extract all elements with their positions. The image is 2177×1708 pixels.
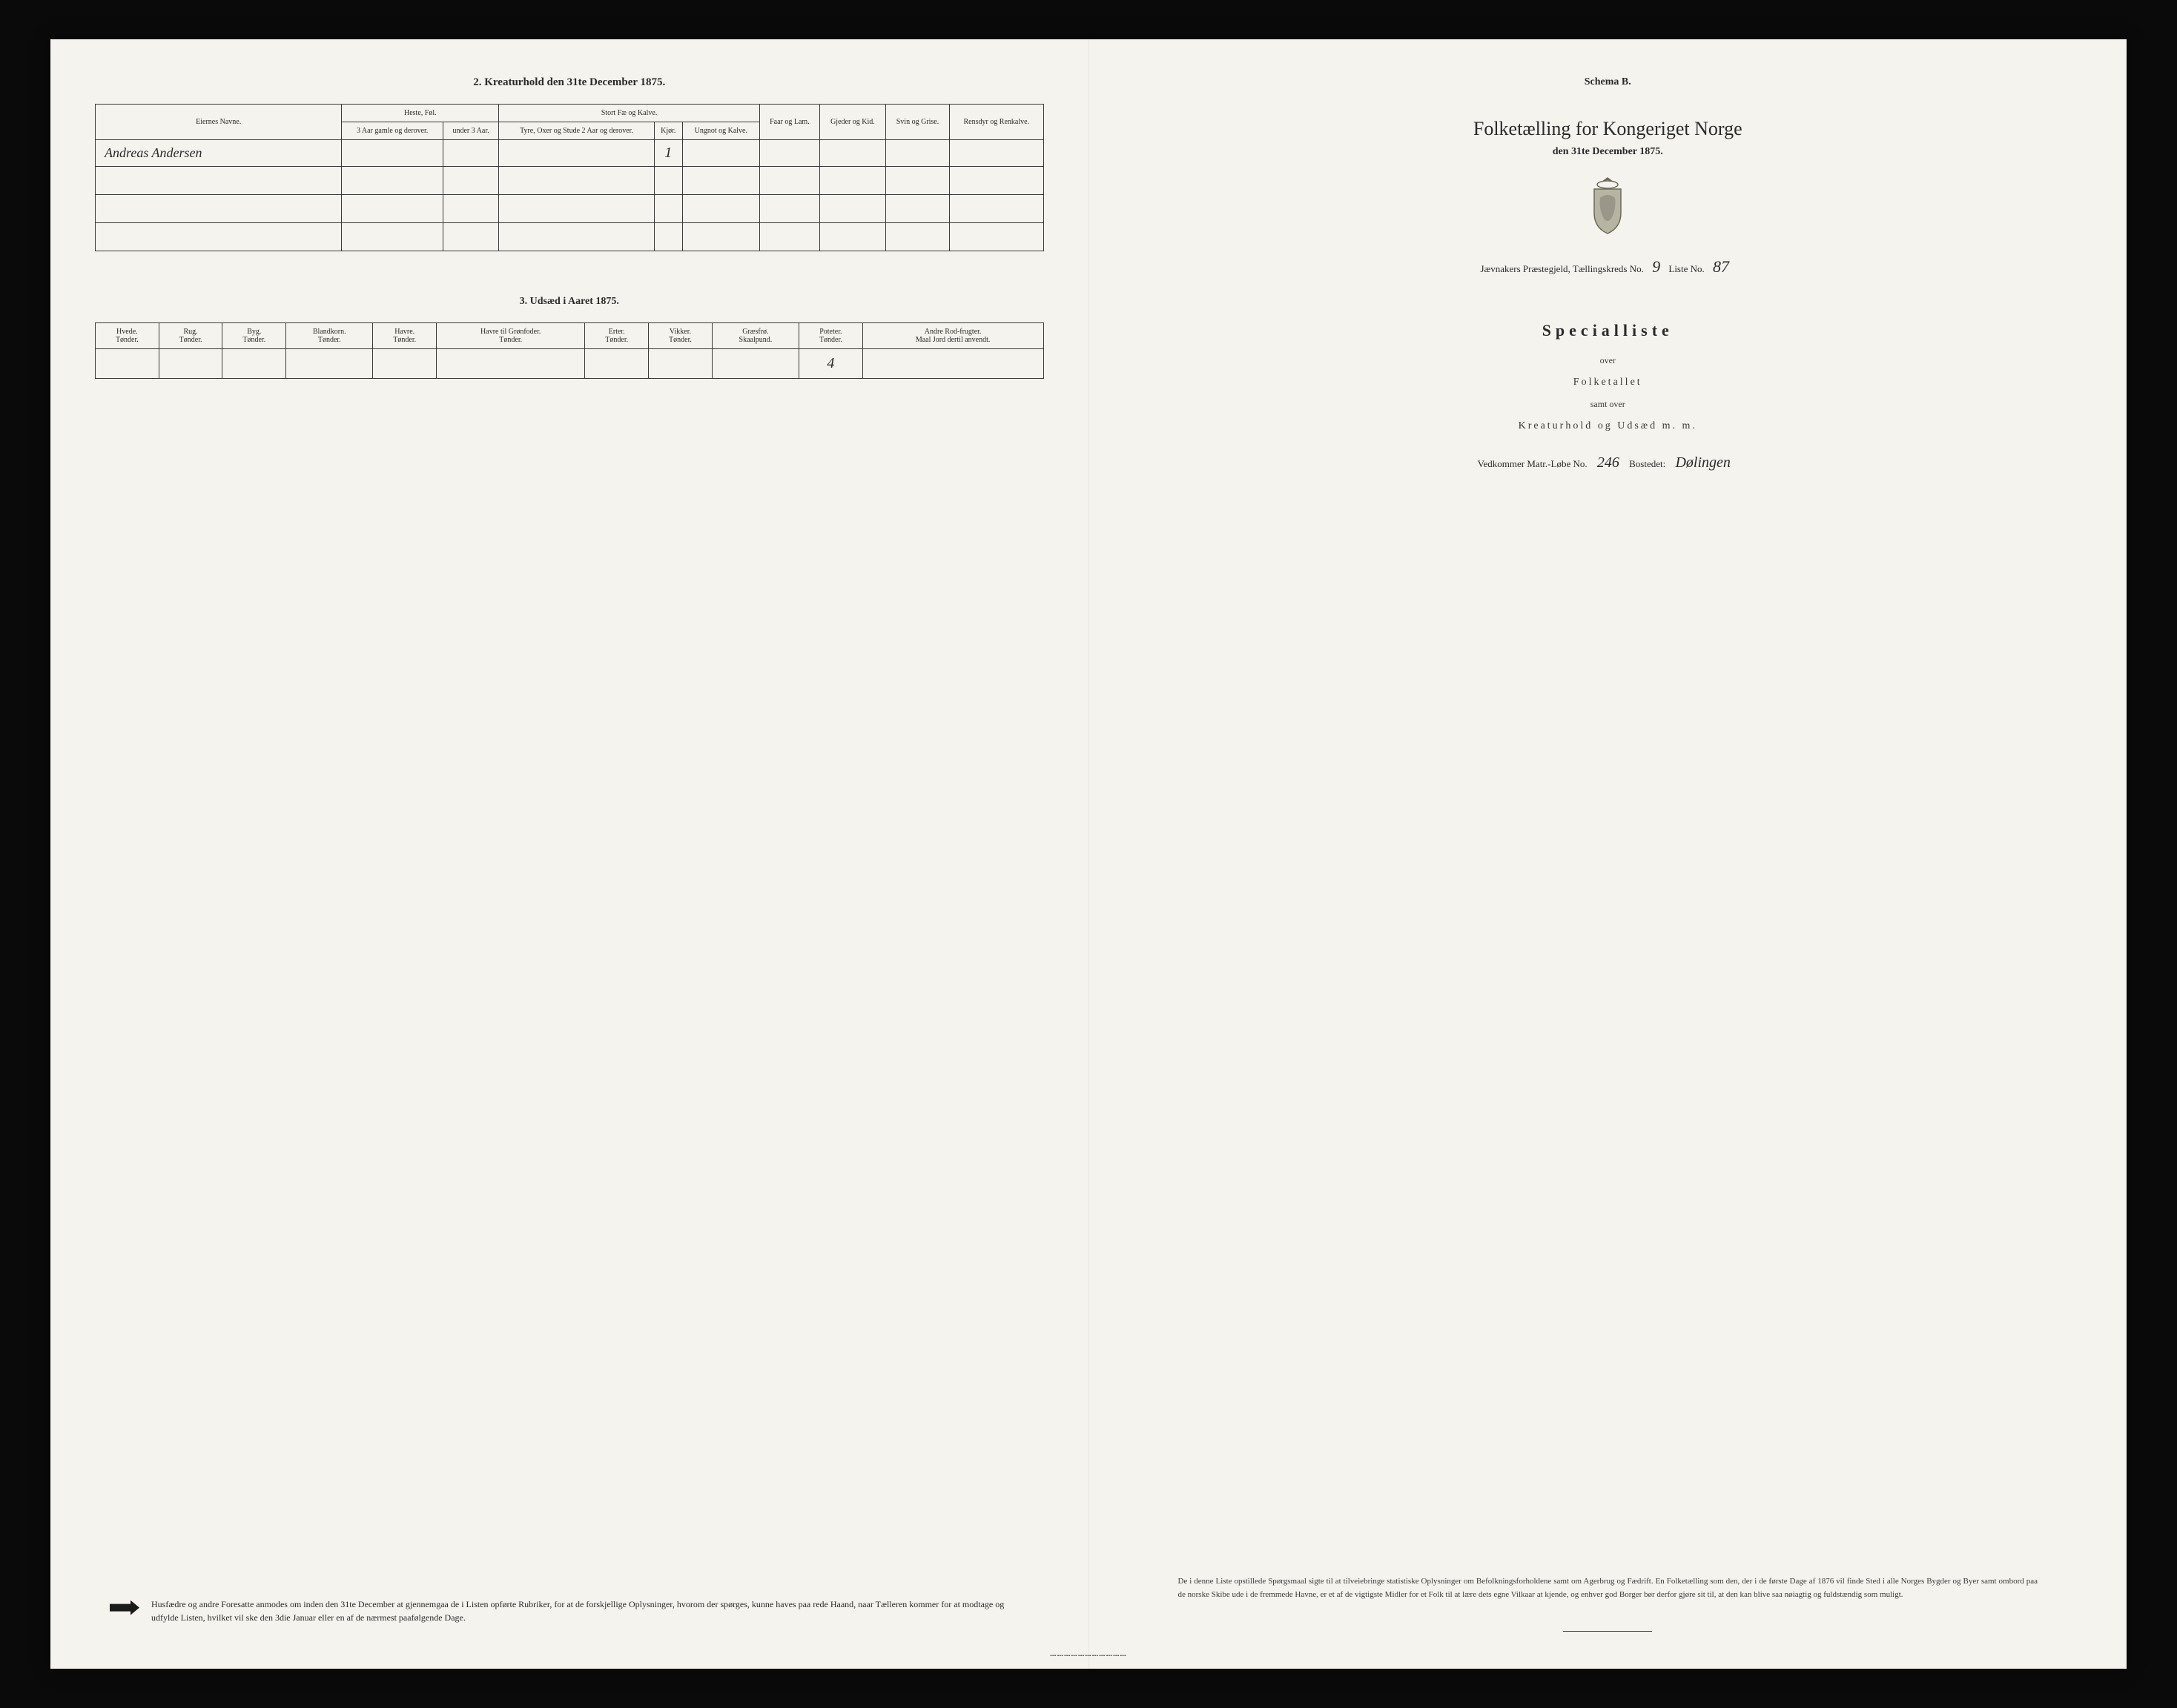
parish-label: Jævnakers Præstegjeld, Tællingskreds No. <box>1480 263 1643 274</box>
liste-label: Liste No. <box>1668 263 1704 274</box>
samt-over-label: samt over <box>1134 399 2083 410</box>
left-footer-note: Husfædre og andre Foresatte anmodes om i… <box>110 1598 1029 1624</box>
col-havre-gron: Havre til Grønfoder.Tønder. <box>437 323 585 349</box>
matr-line: Vedkommer Matr.-Løbe No. 246 Bostedet: D… <box>1134 454 2083 471</box>
col-hvede: Hvede.Tønder. <box>96 323 159 349</box>
col-gjeder: Gjeder og Kid. <box>819 105 885 140</box>
right-footer-note: De i denne Liste opstillede Spørgsmaal s… <box>1178 1575 2038 1601</box>
col-havre: Havre.Tønder. <box>373 323 437 349</box>
matr-label: Vedkommer Matr.-Løbe No. <box>1478 458 1588 469</box>
col-heste-group: Heste, Føl. <box>342 105 499 122</box>
over-label: over <box>1134 355 2083 366</box>
col-erter: Erter.Tønder. <box>585 323 649 349</box>
footer-text: Husfædre og andre Foresatte anmodes om i… <box>151 1598 1029 1624</box>
table-row: 4 <box>96 349 1044 379</box>
col-vikker: Vikker.Tønder. <box>649 323 713 349</box>
table-row <box>96 223 1044 251</box>
col-heste-young: under 3 Aar. <box>443 122 498 140</box>
col-heste-old: 3 Aar gamle og derover. <box>342 122 443 140</box>
census-date: den 31te December 1875. <box>1134 146 2083 158</box>
schema-label: Schema B. <box>1134 76 2083 88</box>
kreatur-table: Eiernes Navne. Heste, Føl. Stort Fæ og K… <box>95 104 1044 251</box>
pointing-hand-icon <box>110 1601 139 1615</box>
census-title: Folketælling for Kongeriget Norge <box>1134 118 2083 140</box>
col-ungnot: Ungnot og Kalve. <box>682 122 759 140</box>
col-tyre: Tyre, Oxer og Stude 2 Aar og derover. <box>499 122 655 140</box>
col-andre: Andre Rod-frugter.Maal Jord dertil anven… <box>862 323 1043 349</box>
udsaed-table: Hvede.Tønder. Rug.Tønder. Byg.Tønder. Bl… <box>95 322 1044 379</box>
section2-title: 2. Kreaturhold den 31te December 1875. <box>95 76 1044 89</box>
col-owner: Eiernes Navne. <box>96 105 342 140</box>
decorative-rule <box>1563 1631 1652 1632</box>
table-row <box>96 167 1044 195</box>
cell-owner: Andreas Andersen <box>96 140 342 167</box>
cell-poteter: 4 <box>799 349 863 379</box>
col-rensdyr: Rensdyr og Renkalve. <box>950 105 1043 140</box>
col-blandkorn: Blandkorn.Tønder. <box>286 323 373 349</box>
col-svin: Svin og Grise. <box>885 105 949 140</box>
document-scan: 2. Kreaturhold den 31te December 1875. E… <box>50 39 2127 1668</box>
col-poteter: Poteter.Tønder. <box>799 323 863 349</box>
coat-of-arms-icon <box>1134 176 2083 235</box>
liste-no: 87 <box>1713 257 1729 276</box>
parish-line: Jævnakers Præstegjeld, Tællingskreds No.… <box>1134 257 2083 277</box>
col-rug: Rug.Tønder. <box>159 323 222 349</box>
kreatur-udsaed-label: Kreaturhold og Udsæd m. m. <box>1134 420 2083 432</box>
col-stort-group: Stort Fæ og Kalve. <box>499 105 760 122</box>
right-page: Schema B. Folketælling for Kongeriget No… <box>1089 39 2127 1668</box>
col-byg: Byg.Tønder. <box>222 323 286 349</box>
col-faar: Faar og Lam. <box>759 105 819 140</box>
bosted-value: Dølingen <box>1675 454 1730 471</box>
section3-title: 3. Udsæd i Aaret 1875. <box>95 296 1044 308</box>
folketallet-label: Folketallet <box>1134 377 2083 388</box>
col-graesfro: Græsfrø.Skaalpund. <box>712 323 799 349</box>
bosted-label: Bostedet: <box>1629 458 1665 469</box>
cell-kjor: 1 <box>654 140 682 167</box>
film-marker: ┄┄┄┄┄┄┄┄┄┄┄ <box>1050 1650 1127 1663</box>
table-row <box>96 195 1044 223</box>
left-page: 2. Kreaturhold den 31te December 1875. E… <box>50 39 1089 1668</box>
matr-no: 246 <box>1597 454 1619 471</box>
kreds-no: 9 <box>1652 257 1660 276</box>
specialliste-heading: Specialliste <box>1134 321 2083 340</box>
col-kjor: Kjør. <box>654 122 682 140</box>
table-row: Andreas Andersen 1 <box>96 140 1044 167</box>
